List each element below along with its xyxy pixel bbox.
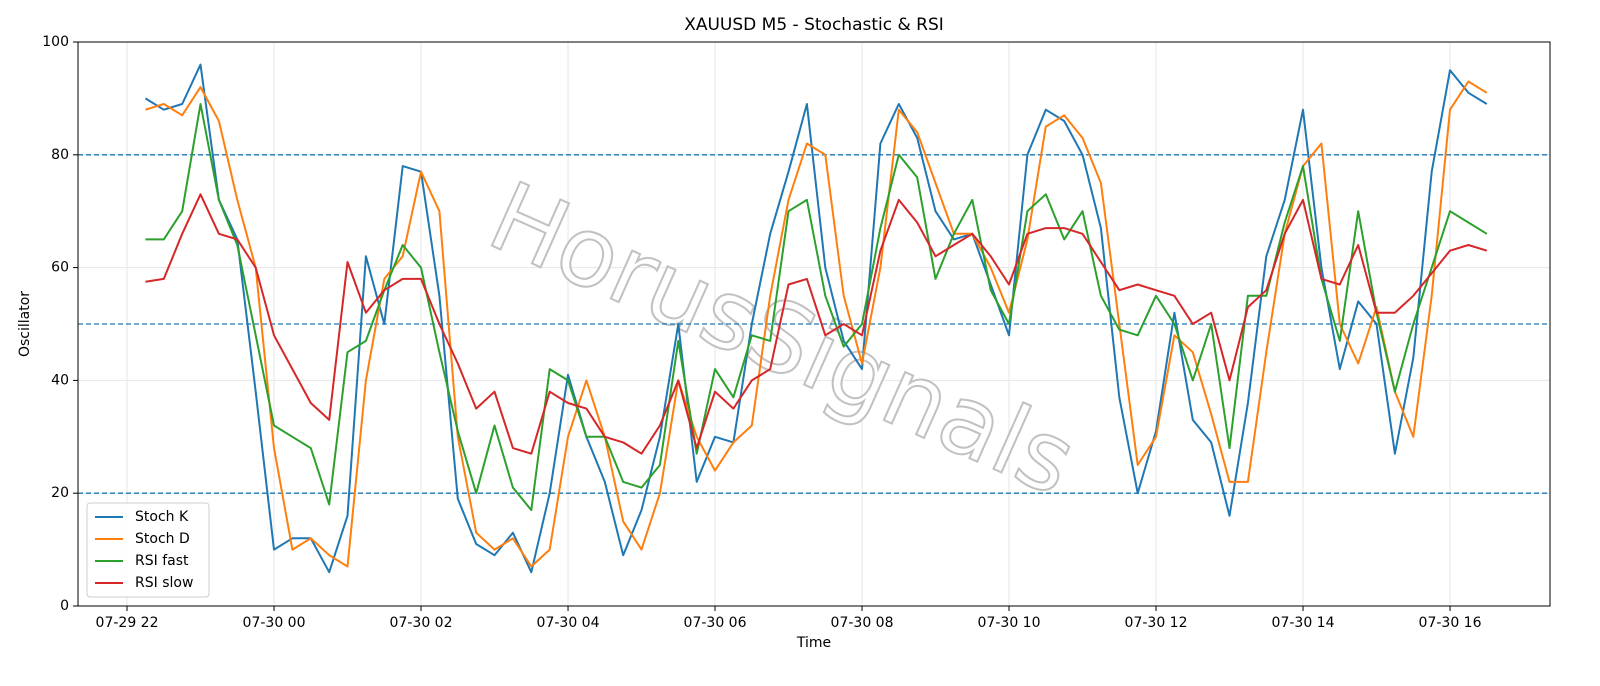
y-tick-label: 100 — [42, 34, 69, 50]
x-tick-label: 07-30 08 — [831, 615, 894, 631]
series-line — [145, 103, 1488, 512]
y-axis-label: Oscillator — [17, 291, 33, 357]
y-tick-label: 60 — [51, 260, 69, 276]
y-tick-label: 20 — [51, 485, 69, 501]
x-tick-label: 07-30 00 — [243, 615, 306, 631]
x-axis-label: Time — [796, 635, 831, 651]
y-tick-label: 80 — [51, 147, 69, 163]
legend-label: Stoch K — [135, 509, 189, 525]
series-line — [145, 193, 1488, 455]
x-tick-label: 07-30 12 — [1125, 615, 1188, 631]
y-tick-label: 0 — [60, 598, 69, 614]
chart-title: XAUUSD M5 - Stochastic & RSI — [684, 15, 944, 35]
watermark: HorusSignals — [474, 160, 1092, 517]
series-line — [145, 80, 1488, 568]
x-tick-label: 07-30 10 — [978, 615, 1041, 631]
y-tick-label: 40 — [51, 372, 69, 388]
x-tick-label: 07-29 22 — [96, 615, 159, 631]
x-tick-label: 07-30 14 — [1272, 615, 1335, 631]
legend-label: Stoch D — [135, 531, 190, 547]
legend-label: RSI slow — [135, 575, 193, 591]
x-tick-label: 07-30 04 — [537, 615, 600, 631]
series-line — [144, 63, 1488, 574]
x-tick-label: 07-30 06 — [684, 615, 747, 631]
legend-label: RSI fast — [135, 553, 189, 569]
legend: Stoch K Stoch D RSI fast RSI slow — [86, 502, 210, 598]
x-tick-label: 07-30 16 — [1419, 615, 1482, 631]
legend-box — [86, 502, 210, 598]
plot-frame — [77, 41, 1551, 607]
x-tick-label: 07-30 02 — [390, 615, 453, 631]
